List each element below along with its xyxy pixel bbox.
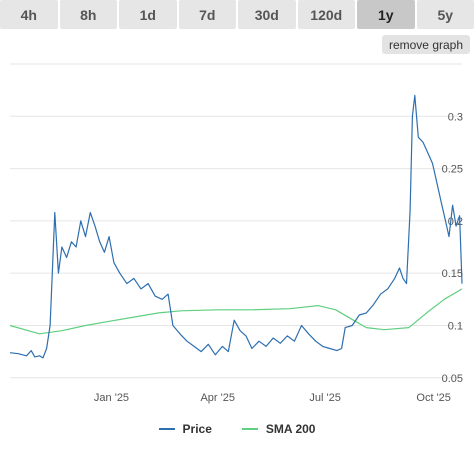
range-tabs: 4h 8h 1d 7d 30d 120d 1y 5y (0, 0, 474, 29)
y-tick-label: 0.1 (448, 320, 463, 332)
legend-item-price[interactable]: Price (158, 420, 212, 438)
legend: Price SMA 200 (0, 420, 474, 438)
tab-120d[interactable]: 120d (297, 0, 355, 29)
remove-graph-button[interactable]: remove graph (382, 35, 470, 54)
tab-7d[interactable]: 7d (178, 0, 236, 29)
x-tick-label: Apr '25 (200, 392, 235, 404)
series-line-sma-200 (9, 288, 463, 335)
legend-swatch-price (158, 428, 175, 430)
x-axis-ticks: Jan '25 Apr '25 Jul '25 Oct '25 (94, 392, 451, 404)
tab-5y[interactable]: 5y (416, 0, 474, 29)
grid (10, 63, 462, 379)
series-line-price (9, 94, 463, 359)
tab-30d[interactable]: 30d (238, 0, 296, 29)
legend-label-price: Price (182, 422, 212, 436)
tab-4h[interactable]: 4h (0, 0, 58, 29)
y-axis-ticks: 0.050.10.150.20.250.3 (442, 111, 463, 384)
series-lines (9, 94, 463, 359)
y-tick-label: 0.15 (442, 268, 463, 280)
price-chart: 0.050.10.150.20.250.3 Jan '25 Apr '25 Jul … (9, 63, 463, 404)
legend-item-sma[interactable]: SMA 200 (241, 420, 316, 438)
legend-label-sma: SMA 200 (265, 422, 316, 436)
x-tick-label: Jan '25 (94, 392, 129, 404)
y-tick-label: 0.3 (448, 111, 463, 123)
x-tick-label: Jul '25 (309, 392, 340, 404)
tab-8h[interactable]: 8h (59, 0, 117, 29)
y-tick-label: 0.25 (442, 164, 463, 176)
x-tick-label: Oct '25 (416, 392, 451, 404)
tab-1d[interactable]: 1d (119, 0, 177, 29)
tab-1y[interactable]: 1y (357, 0, 415, 29)
legend-swatch-sma (241, 428, 258, 430)
y-tick-label: 0.05 (442, 373, 463, 385)
